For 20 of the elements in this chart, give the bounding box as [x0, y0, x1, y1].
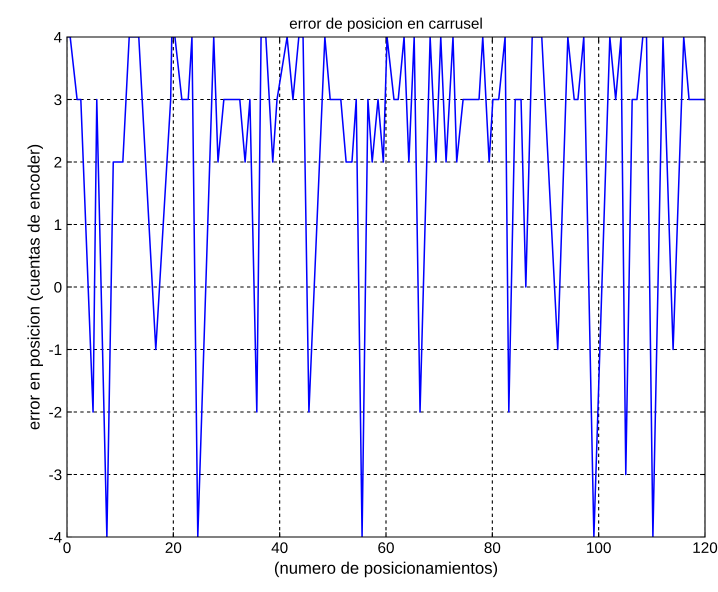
x-tick-label: 0 [63, 542, 71, 554]
x-tick-label: 120 [693, 542, 718, 554]
y-tick-label: 2 [54, 156, 62, 168]
x-tick-label: 60 [378, 542, 394, 554]
x-tick-label: 100 [587, 542, 611, 554]
y-tick-label: -3 [49, 469, 62, 480]
y-tick-label: 3 [54, 94, 62, 106]
x-tick-label: 20 [166, 542, 182, 554]
y-axis-title: error en posicion (cuentas de encoder) [27, 144, 43, 430]
y-tick-label: -4 [49, 532, 62, 543]
y-tick-label: -1 [49, 344, 62, 356]
y-tick-label: 1 [54, 220, 62, 230]
x-tick-label: 40 [272, 542, 288, 554]
x-axis-title: (numero de posicionamientos) [274, 562, 498, 578]
y-tick-label: 0 [54, 282, 62, 293]
y-tick-label: 4 [54, 32, 62, 43]
x-tick-label: 80 [484, 542, 500, 554]
y-tick-label: -2 [49, 406, 62, 418]
chart-title: error de posicion en carrusel [290, 18, 482, 32]
line-series [67, 37, 705, 537]
